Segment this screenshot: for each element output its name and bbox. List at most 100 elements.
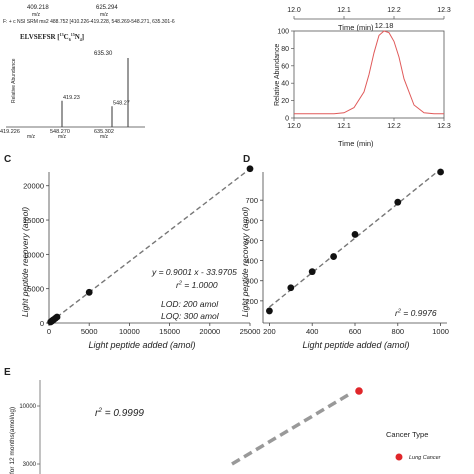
plot-d-point-3 <box>330 253 338 260</box>
plot-d-xtick-label-2: 600 <box>349 327 362 336</box>
panel-c: C Light peptide recovery (amol) 0 5000 100… <box>4 154 260 350</box>
plot-c-ytick-label-1: 5000 <box>27 285 44 294</box>
peptide-label: ELVSEFSR [13C615N4] <box>20 32 84 42</box>
mz-top-2-unit: m/z <box>100 12 109 18</box>
plot-c-ytick-label-2: 10000 <box>23 250 44 259</box>
chromatogram-ytick-label-4: 80 <box>281 46 289 53</box>
plot-c-xtick-label-4: 20000 <box>199 327 220 336</box>
chromatogram-top-tick-label-3: 12.3 <box>437 7 451 14</box>
legend-item-lung-cancer: Lung Cancer <box>409 455 442 461</box>
plot-d-point-5 <box>394 198 402 206</box>
plot-d-points <box>266 168 444 315</box>
plot-c-xtick-label-0: 0 <box>47 327 51 336</box>
plot-c-xtick-label-1: 5000 <box>81 327 98 336</box>
plot-c-ytick-label-4: 20000 <box>23 182 44 191</box>
panel-c-letter: C <box>4 154 11 165</box>
plot-d-xtick-label-1: 400 <box>306 327 319 336</box>
chromatogram-trace <box>294 30 444 115</box>
chromatogram-ytick-label-3: 60 <box>281 63 289 70</box>
plot-e-ytick-10000: 10000 <box>19 404 36 410</box>
plot-d-x-label: Light peptide added (amol) <box>302 340 409 350</box>
spectrum-bar-label-1: 419.23 <box>63 95 80 101</box>
mz-top-1: 409.218 <box>27 5 49 11</box>
mz-bottom-1: 419.226 <box>0 129 20 135</box>
plot-c-point-7 <box>85 288 93 296</box>
plot-d-axes: 200 400 600 800 1000 200 300 400 500 600 700 <box>245 168 449 336</box>
plot-c-r2: r2 = 1.0000 <box>176 280 218 290</box>
plot-d-ytick-label-2: 400 <box>245 257 258 266</box>
chromatogram-ytick-label-1: 20 <box>281 98 289 105</box>
plot-e-ytick-3000: 3000 <box>23 462 37 468</box>
plot-e-r2: r2 = 0.9999 <box>95 407 144 419</box>
plot-d-xtick-label-4: 1000 <box>432 327 449 336</box>
plot-d-ytick-label-4: 600 <box>245 216 258 225</box>
plot-d-point-2 <box>308 268 316 276</box>
chromatogram-axes: 12.0 12.1 12.2 12.3 0 20 40 60 80 100 <box>277 29 451 131</box>
plot-c-xtick-label-5: 25000 <box>240 327 261 336</box>
legend-title: Cancer Type <box>386 430 428 439</box>
plot-c-point-8 <box>246 165 254 173</box>
chromatogram-top-tick-label-2: 12.2 <box>387 7 401 14</box>
plot-d-point-1 <box>287 284 295 292</box>
plot-d-fit-line <box>268 168 442 308</box>
plot-d-point-4 <box>351 231 359 238</box>
plot-c-x-label: Light peptide added (amol) <box>88 340 195 350</box>
plot-d-ytick-label-3: 500 <box>245 236 258 245</box>
peak-apex-label: 12.18 <box>375 21 394 30</box>
plot-c-axes: 0 5000 10000 15000 20000 25000 0 5000 10000 15000… <box>23 168 261 336</box>
plot-c-point-6 <box>53 313 61 321</box>
spectrum-bar-label-2: 548.27 <box>113 100 130 106</box>
chromatogram-xtick-label-2: 12.2 <box>387 123 401 130</box>
chromatogram-ytick-label-5: 100 <box>277 29 289 36</box>
chromatogram-ytick-label-0: 0 <box>285 116 289 123</box>
plot-e-fit-line <box>231 393 349 466</box>
panel-e: E for 12 months(amol/ug) 10000 3000 r2 =… <box>4 367 442 474</box>
chromatogram-top-axis-label: Time (min) <box>338 23 374 32</box>
chromatogram-x-label: Time (min) <box>338 139 374 148</box>
plot-c-y-label: Light peptide recovery (amol) <box>20 207 30 317</box>
panel-e-letter: E <box>4 367 11 378</box>
plot-c-loq: LOQ: 300 amol <box>161 311 220 321</box>
plot-c-xtick-label-3: 15000 <box>159 327 180 336</box>
plot-d-ytick-label-1: 300 <box>245 277 258 286</box>
panel-a: 409.218 m/z 625.294 m/z F: + c NSI SRM m… <box>0 5 175 140</box>
chromatogram-top-tick-label-0: 12.0 <box>287 7 301 14</box>
chromatogram-top-axis: 12.0 12.1 12.2 12.3 <box>287 7 451 20</box>
plot-d-y-label: Light peptide recovery (amol) <box>240 207 250 317</box>
spectrum-y-label: Relative Abundance <box>11 58 17 103</box>
chromatogram-xtick-label-0: 12.0 <box>287 123 301 130</box>
chromatogram-top-tick-label-1: 12.1 <box>337 7 351 14</box>
panel-b: 12.0 12.1 12.2 12.3 Time (min) Relative Abu… <box>274 7 451 148</box>
plot-c-xtick-label-2: 10000 <box>119 327 140 336</box>
plot-d-xtick-label-3: 800 <box>392 327 405 336</box>
plot-d-ytick-label-5: 700 <box>245 196 258 205</box>
plot-d-xtick-label-0: 200 <box>263 327 276 336</box>
panel-d-letter: D <box>243 154 250 165</box>
mz-bottom-2-unit: m/z <box>58 134 67 140</box>
mz-top-2: 625.294 <box>96 5 118 11</box>
plot-c-points <box>47 165 254 326</box>
plot-d-r2: r2 = 0.9976 <box>395 308 437 318</box>
plot-d-point-6 <box>437 168 444 176</box>
chromatogram-xtick-label-3: 12.3 <box>437 123 451 130</box>
plot-c-equation: y = 0.9001 x - 33.9705 <box>151 267 237 277</box>
mz-bottom-1-unit: m/z <box>27 134 36 140</box>
filter-line: F: + c NSI SRM ms2 488.752 [410.226-419.… <box>3 19 175 25</box>
mz-bottom-3-unit: m/z <box>100 134 109 140</box>
mz-bottom-3: 635.302 <box>94 129 114 135</box>
chromatogram-y-label: Relative Abundance <box>274 44 281 106</box>
plot-d-point-0 <box>266 307 273 315</box>
mz-bottom-2: 548.270 <box>50 129 70 135</box>
plot-c-lod: LOD: 200 amol <box>161 299 219 309</box>
plot-d-ytick-label-0: 200 <box>245 297 258 306</box>
chromatogram-ytick-label-2: 40 <box>281 81 289 88</box>
plot-e-point <box>355 387 363 395</box>
chromatogram-xtick-label-1: 12.1 <box>337 123 351 130</box>
panel-d: D Light peptide recovery (amol) 200 400 60… <box>240 154 449 350</box>
plot-c-fit-line <box>50 168 251 323</box>
legend-marker-lung-cancer <box>395 453 403 461</box>
plot-c-ytick-label-3: 15000 <box>23 216 44 225</box>
spectrum-bars: 419.23 548.27 <box>61 58 130 127</box>
mz-top-1-unit: m/z <box>32 12 41 18</box>
